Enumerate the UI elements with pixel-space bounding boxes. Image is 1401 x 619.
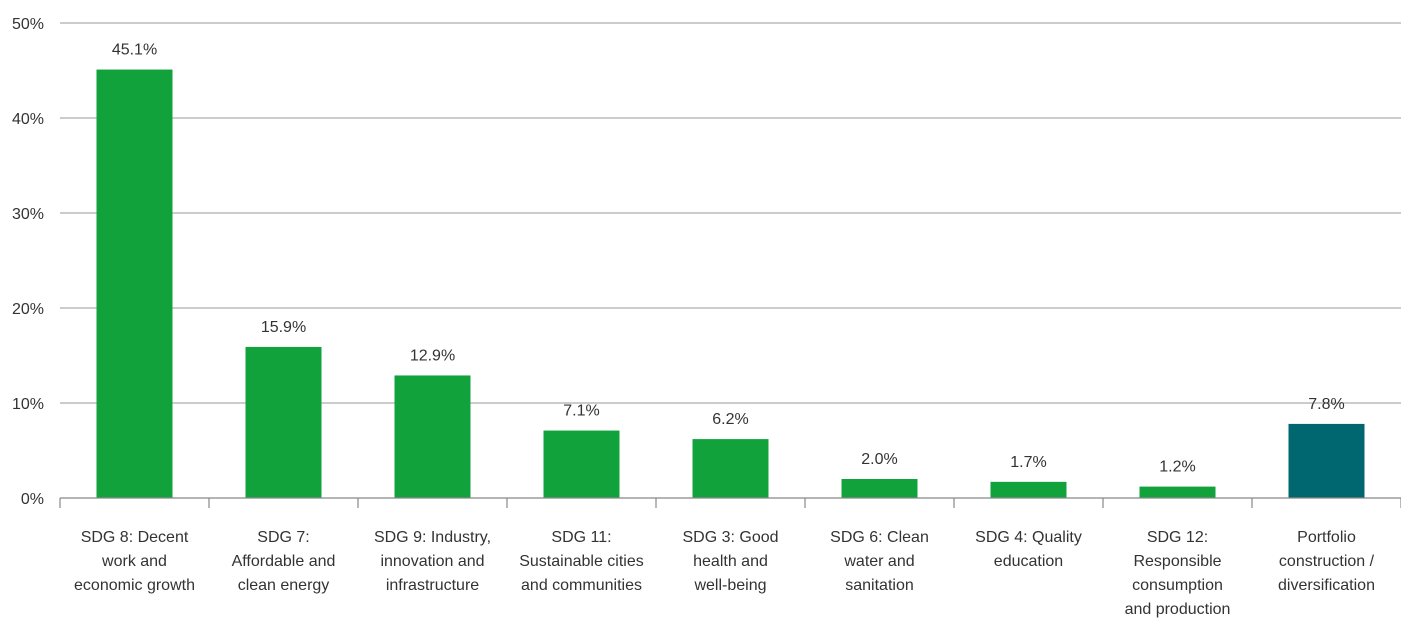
bar bbox=[1139, 486, 1216, 498]
category-label: SDG 3: Good health and well-being bbox=[682, 529, 778, 594]
category-label: SDG 11: Sustainable cities and communities bbox=[519, 529, 644, 594]
y-tick-label: 0% bbox=[21, 491, 44, 508]
bar bbox=[990, 481, 1067, 498]
data-label: 15.9% bbox=[261, 319, 306, 336]
category-label: SDG 7: Affordable and clean energy bbox=[232, 529, 336, 594]
y-tick-label: 20% bbox=[12, 301, 44, 318]
gridlines bbox=[60, 22, 1401, 404]
y-tick-label: 40% bbox=[12, 111, 44, 128]
x-axis bbox=[59, 497, 1401, 508]
data-label: 1.7% bbox=[1010, 454, 1046, 471]
y-axis-ticks: 0% 10% 20% 30% 40% 50% bbox=[12, 16, 44, 508]
category-label: SDG 8: Decent work and economic growth bbox=[74, 529, 195, 594]
data-label: 1.2% bbox=[1159, 459, 1195, 476]
data-label: 6.2% bbox=[712, 411, 748, 428]
category-label: SDG 9: Industry, innovation and infrastruc… bbox=[374, 529, 491, 594]
y-tick-label: 30% bbox=[12, 206, 44, 223]
bar bbox=[96, 69, 173, 499]
bar bbox=[394, 375, 471, 498]
data-label: 2.0% bbox=[861, 451, 897, 468]
category-label: Portfolio construction / diversification bbox=[1278, 529, 1375, 594]
bar bbox=[543, 430, 620, 498]
y-tick-label: 10% bbox=[12, 396, 44, 413]
data-label: 12.9% bbox=[410, 347, 455, 364]
bar bbox=[692, 439, 769, 498]
category-label: SDG 12: Responsible consumption and product… bbox=[1125, 529, 1231, 618]
bars bbox=[96, 69, 1365, 499]
category-label: SDG 6: Clean water and sanitation bbox=[830, 529, 929, 594]
bar bbox=[841, 479, 918, 498]
category-labels: SDG 8: Decent work and economic growth SDG … bbox=[74, 529, 1375, 618]
bar bbox=[1288, 423, 1365, 498]
data-label: 45.1% bbox=[112, 42, 157, 59]
data-labels: 45.1% 15.9% 12.9% 7.1% 6.2% 2.0% 1.7% 1.2% 7.8% bbox=[112, 42, 1345, 476]
y-tick-label: 50% bbox=[12, 16, 44, 33]
category-label: SDG 4: Quality education bbox=[975, 529, 1082, 570]
bar bbox=[245, 346, 322, 498]
data-label: 7.1% bbox=[563, 403, 599, 420]
data-label: 7.8% bbox=[1308, 396, 1344, 413]
